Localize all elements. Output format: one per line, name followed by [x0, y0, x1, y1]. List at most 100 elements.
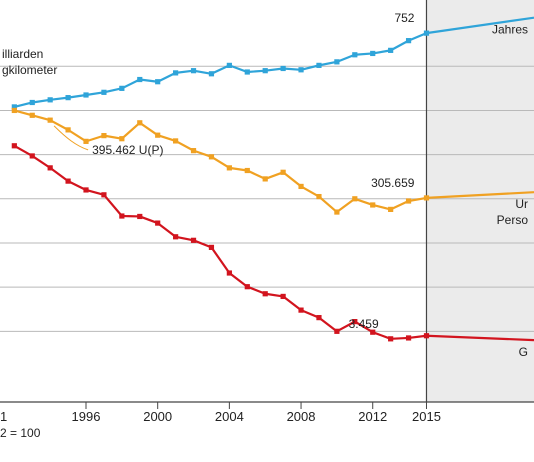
point-vehicle_km-1999 — [137, 76, 143, 83]
series-line-vehicle_km — [14, 32, 427, 108]
point-injured-1996 — [83, 138, 89, 144]
point-vehicle_km-2013 — [388, 47, 394, 53]
point-vehicle_km-2003 — [208, 71, 215, 77]
point-vehicle_km-2015 — [423, 30, 430, 36]
point-deaths-2000 — [155, 220, 161, 226]
point-injured-2010 — [334, 209, 340, 215]
x-tick-label-0: 1996 — [72, 409, 101, 424]
point-deaths-2011 — [352, 319, 358, 325]
point-injured-1999 — [137, 120, 143, 126]
x-tick-label-1: 2000 — [143, 409, 172, 424]
x-tick-label-5: 2015 — [412, 409, 441, 424]
annotation-vehicle_km: 752 — [394, 11, 414, 25]
point-injured-2000 — [155, 132, 161, 138]
point-injured-2006 — [262, 176, 268, 182]
point-vehicle_km-1995 — [65, 95, 71, 101]
point-vehicle_km-2001 — [173, 70, 179, 76]
callout-leader-injured — [53, 125, 89, 151]
point-injured-2005 — [244, 167, 250, 174]
point-vehicle_km-2000 — [155, 79, 161, 85]
projection-line-injured — [426, 191, 534, 200]
point-vehicle_km-1993 — [29, 99, 35, 106]
annotation-injured: 305.659 — [371, 176, 415, 190]
projection-line-deaths — [426, 334, 534, 342]
point-injured-1993 — [29, 112, 35, 118]
point-vehicle_km-1997 — [101, 89, 107, 95]
point-deaths-2006 — [262, 291, 268, 297]
x-axis-ticks: 1996 2000 2004 2008 2012 2015 — [72, 402, 441, 424]
point-injured-2004 — [226, 165, 232, 171]
baseline-note: 2 = 100 — [0, 426, 41, 440]
point-injured-2007 — [280, 169, 286, 175]
point-deaths-2014 — [405, 335, 412, 341]
point-deaths-1995 — [65, 178, 71, 184]
point-injured-1992 — [11, 107, 17, 114]
annotation-deaths: 3.459 — [349, 317, 379, 331]
series-vehicle_km — [11, 16, 534, 110]
series-end-label-vehicle_km-0: Jahres — [492, 23, 528, 37]
x-tick-label-3: 2008 — [287, 409, 316, 424]
point-deaths-2002 — [190, 237, 197, 243]
gridlines — [0, 65, 534, 332]
point-deaths-2004 — [226, 270, 232, 276]
point-deaths-2001 — [173, 234, 179, 240]
point-vehicle_km-1998 — [119, 85, 125, 91]
point-vehicle_km-2007 — [280, 65, 286, 72]
series-line-injured — [14, 109, 427, 214]
point-injured-1995 — [65, 127, 71, 133]
point-deaths-2012 — [370, 329, 376, 335]
projection-shading — [426, 0, 534, 402]
point-deaths-1992 — [11, 143, 17, 149]
point-injured-2003 — [208, 154, 215, 160]
point-deaths-1997 — [101, 192, 107, 198]
point-vehicle_km-1994 — [47, 97, 53, 103]
point-vehicle_km-2006 — [262, 68, 268, 74]
point-deaths-1996 — [83, 187, 89, 193]
point-vehicle_km-2008 — [298, 67, 304, 73]
point-injured-2013 — [388, 206, 394, 212]
point-injured-1998 — [119, 136, 125, 142]
point-injured-2015 — [423, 195, 430, 201]
series-end-label-injured-1: Perso — [497, 213, 529, 227]
point-vehicle_km-2009 — [316, 62, 322, 68]
series-line-deaths — [13, 144, 427, 340]
point-vehicle_km-1996 — [83, 92, 89, 98]
point-injured-2001 — [173, 138, 179, 144]
projection-line-vehicle_km — [426, 16, 534, 35]
point-vehicle_km-2004 — [226, 62, 232, 68]
point-deaths-2005 — [244, 284, 250, 290]
point-deaths-1994 — [47, 165, 53, 171]
point-deaths-2015 — [423, 333, 430, 339]
point-injured-2014 — [405, 198, 412, 204]
point-deaths-2013 — [388, 336, 394, 342]
point-deaths-2008 — [298, 307, 304, 313]
series-labels: 752 illiarden gkilometer Jahres 305.659 395.4… — [2, 11, 528, 359]
point-injured-2009 — [316, 193, 322, 200]
point-injured-2008 — [298, 183, 304, 190]
series-end-label-injured-0: Ur — [515, 197, 528, 211]
series-label-vehicle_km-0: illiarden — [2, 47, 43, 61]
series-deaths — [11, 143, 534, 342]
point-deaths-2010 — [334, 328, 340, 334]
callout-injured: 395.462 U(P) — [92, 143, 163, 157]
series-end-label-deaths-0: G — [519, 345, 528, 359]
series-injured — [11, 107, 534, 215]
x-tick-label-2: 2004 — [215, 409, 244, 424]
point-deaths-1993 — [29, 153, 35, 159]
point-injured-2011 — [352, 196, 358, 202]
series-label-vehicle_km-1: gkilometer — [2, 63, 57, 77]
point-deaths-1998 — [119, 213, 125, 219]
point-deaths-1999 — [137, 213, 143, 220]
point-deaths-2003 — [208, 244, 215, 250]
point-vehicle_km-2002 — [190, 68, 197, 74]
point-injured-2002 — [190, 148, 197, 154]
point-deaths-2009 — [316, 315, 322, 321]
point-injured-2012 — [370, 202, 376, 208]
point-vehicle_km-2010 — [334, 59, 340, 65]
point-vehicle_km-2012 — [370, 50, 376, 57]
x-tick-label-4: 2012 — [358, 409, 387, 424]
x-tick-partial: 1 — [0, 409, 7, 424]
point-vehicle_km-2014 — [405, 38, 412, 44]
point-injured-1997 — [101, 133, 107, 139]
